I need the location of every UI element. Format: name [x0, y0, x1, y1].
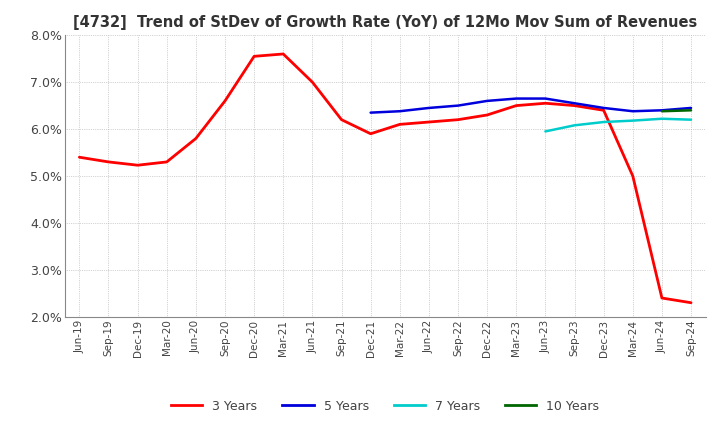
Line: 3 Years: 3 Years [79, 54, 691, 303]
3 Years [163, 159, 171, 165]
5 Years [541, 96, 550, 101]
3 Years [512, 103, 521, 108]
7 Years [541, 129, 550, 134]
10 Years [687, 108, 696, 113]
5 Years [599, 105, 608, 110]
Line: 5 Years: 5 Years [371, 99, 691, 113]
7 Years [629, 118, 637, 123]
5 Years [483, 98, 492, 103]
7 Years [599, 119, 608, 125]
5 Years [687, 105, 696, 110]
3 Years [366, 131, 375, 136]
3 Years [133, 162, 142, 168]
3 Years [220, 98, 229, 103]
5 Years [629, 109, 637, 114]
10 Years [657, 109, 666, 114]
3 Years [250, 54, 258, 59]
7 Years [687, 117, 696, 122]
5 Years [512, 96, 521, 101]
3 Years [599, 108, 608, 113]
5 Years [570, 101, 579, 106]
3 Years [395, 122, 404, 127]
3 Years [425, 119, 433, 125]
7 Years [657, 116, 666, 121]
3 Years [541, 101, 550, 106]
3 Years [192, 136, 200, 141]
3 Years [687, 300, 696, 305]
3 Years [75, 154, 84, 160]
Title: [4732]  Trend of StDev of Growth Rate (YoY) of 12Mo Mov Sum of Revenues: [4732] Trend of StDev of Growth Rate (Yo… [73, 15, 698, 30]
7 Years [570, 123, 579, 128]
Legend: 3 Years, 5 Years, 7 Years, 10 Years: 3 Years, 5 Years, 7 Years, 10 Years [166, 395, 604, 418]
3 Years [657, 295, 666, 301]
3 Years [279, 51, 287, 57]
5 Years [425, 105, 433, 110]
Line: 10 Years: 10 Years [662, 110, 691, 111]
5 Years [395, 109, 404, 114]
Line: 7 Years: 7 Years [546, 119, 691, 132]
5 Years [454, 103, 462, 108]
3 Years [629, 173, 637, 179]
5 Years [657, 108, 666, 113]
3 Years [308, 80, 317, 85]
3 Years [104, 159, 113, 165]
5 Years [366, 110, 375, 115]
3 Years [570, 103, 579, 108]
3 Years [337, 117, 346, 122]
3 Years [454, 117, 462, 122]
3 Years [483, 112, 492, 117]
